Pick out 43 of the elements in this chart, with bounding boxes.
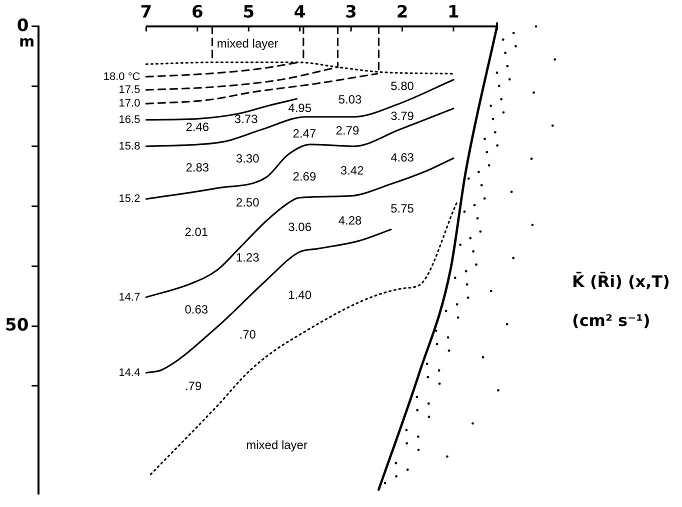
annotation: 2.69	[292, 170, 316, 184]
x-tick-label: 3	[345, 2, 357, 23]
series-label: 15.2	[118, 193, 140, 206]
annotation: 3.42	[340, 164, 364, 178]
series-label: 16.5	[118, 114, 140, 126]
annotation: 3.30	[236, 152, 260, 166]
x-tick-label: 4	[294, 2, 306, 23]
annotation: .70	[239, 327, 256, 342]
annotation: 5.75	[390, 201, 414, 216]
text: (cm² s⁻¹)	[572, 311, 652, 330]
x-tick-label: 1	[448, 2, 460, 23]
annotation: 2.47	[292, 126, 316, 141]
series-label: 15.8	[118, 140, 140, 152]
series-label: 17.5	[118, 84, 140, 96]
annotation: 3.79	[390, 109, 414, 124]
series-label: 14.7	[118, 291, 140, 304]
annotation: 2.46	[186, 120, 210, 134]
series-label: 18.0 °C	[103, 70, 140, 83]
annotation: 2.01	[184, 224, 208, 239]
x-tick-label: 5	[242, 2, 255, 23]
annotation: 2.50	[236, 195, 260, 210]
annotation: 4.95	[288, 100, 312, 115]
annotation: .79	[184, 378, 202, 393]
annotation: 0.63	[184, 302, 208, 317]
x-tick-label: 6	[191, 2, 204, 23]
series-label: 14.4	[118, 366, 140, 379]
annotation: mixed layer	[246, 438, 308, 452]
annotation: mixed layer	[216, 36, 278, 51]
annotation: 3.73	[234, 112, 258, 126]
annotation: 3.06	[288, 220, 312, 234]
annotation: 1.23	[236, 250, 260, 265]
annotation: 5.03	[338, 92, 362, 106]
x-tick-label: 7	[140, 2, 152, 23]
y-tick-label: 50	[4, 315, 29, 336]
annotation: 1.40	[288, 288, 312, 302]
annotation: 5.80	[390, 79, 414, 94]
annotation: 4.28	[338, 213, 362, 228]
series-label: 17.0	[118, 98, 140, 110]
x-tick-label: 2	[396, 2, 408, 23]
annotation: 2.83	[186, 160, 210, 175]
annotation: 2.79	[336, 124, 360, 138]
text: K̄ (R̄i) (x,T)	[572, 272, 670, 291]
annotation: 4.63	[390, 150, 414, 165]
